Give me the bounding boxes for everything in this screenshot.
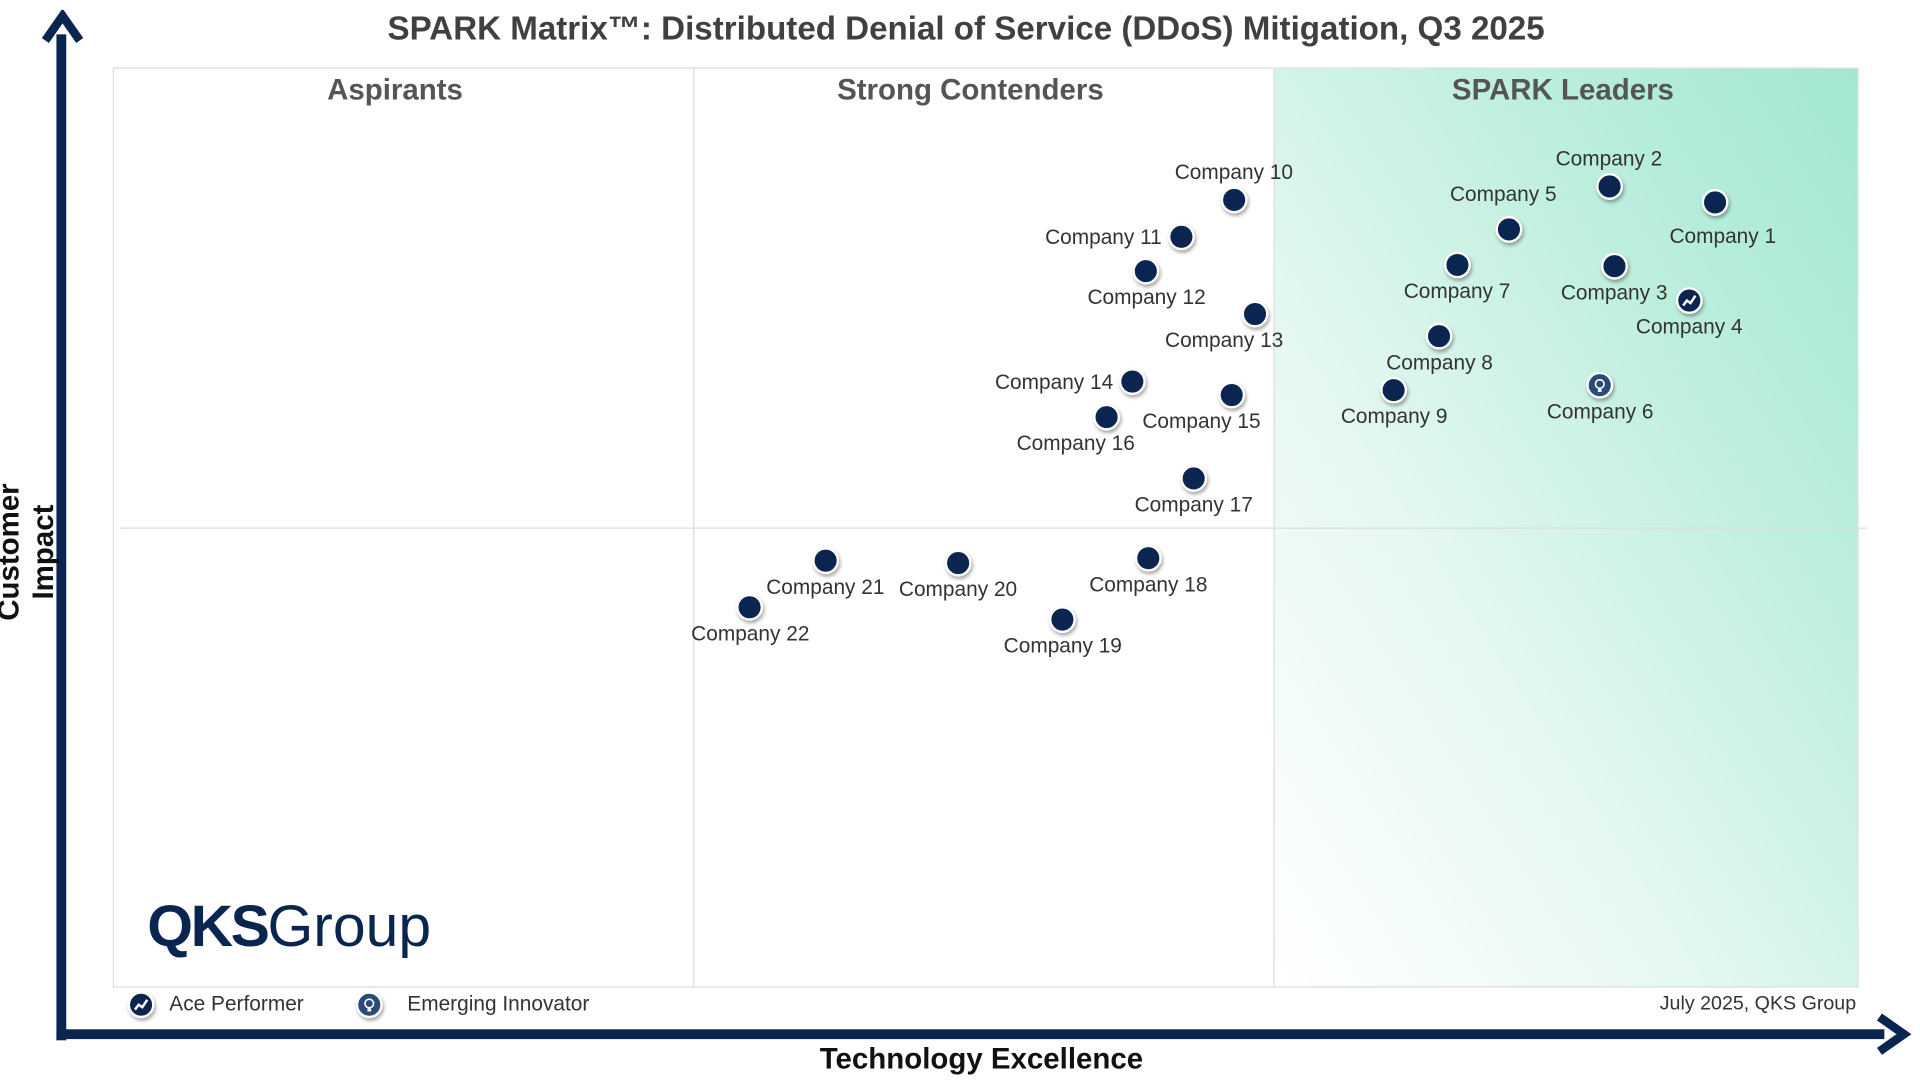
data-point-label: Company 5 (1449, 182, 1557, 207)
data-point (1600, 252, 1628, 280)
data-point-label: Company 18 (1089, 572, 1208, 596)
y-axis-label: Customer Impact (0, 483, 61, 621)
data-point-label: Company 3 (1560, 280, 1668, 305)
data-point (1426, 322, 1454, 350)
x-axis-arrowhead (1876, 1013, 1912, 1055)
data-point-label: Company 21 (766, 575, 885, 599)
data-point-label: Company 13 (1165, 328, 1284, 353)
data-point (1495, 215, 1523, 243)
data-point-label: Company 16 (1016, 431, 1135, 456)
data-point-label: Company 14 (994, 370, 1114, 394)
data-point-label: Company 7 (1403, 280, 1511, 304)
data-point (1675, 286, 1703, 314)
data-point (1595, 172, 1623, 200)
data-point (1218, 381, 1246, 409)
chart-title: SPARK Matrix™: Distributed Denial of Ser… (387, 9, 1545, 47)
y-axis-line (56, 34, 67, 1041)
data-point (1092, 403, 1120, 431)
legend-item-ace-performer: Ace Performer (127, 991, 304, 1019)
data-point-label: Company 20 (898, 578, 1018, 602)
data-point-label: Company 19 (1003, 634, 1122, 658)
data-point (1118, 367, 1146, 395)
data-point (1134, 544, 1162, 572)
quadrant-heading-strong-contenders: Strong Contenders (837, 73, 1104, 107)
data-point (736, 594, 764, 622)
trend-up-icon (127, 991, 155, 1019)
data-point (1586, 371, 1614, 399)
data-point-label: Company 2 (1555, 146, 1663, 171)
quadrant-heading-spark-leaders: SPARK Leaders (1451, 73, 1674, 107)
data-point (1179, 465, 1207, 493)
data-point-label: Company 12 (1087, 285, 1206, 309)
y-axis-arrowhead (41, 9, 84, 43)
data-point-label: Company 11 (1045, 225, 1162, 250)
footer-source: July 2025, QKS Group (1659, 993, 1857, 1015)
leaders-quadrant-background (1273, 68, 1858, 987)
data-point-label: Company 4 (1635, 314, 1743, 339)
x-axis-line (56, 1029, 1885, 1040)
data-point-label: Company 8 (1386, 350, 1493, 375)
data-point-label: Company 6 (1546, 399, 1654, 423)
data-point (1443, 251, 1471, 279)
data-point-label: Company 9 (1340, 405, 1448, 429)
data-point (1380, 376, 1408, 404)
legend-item-emerging-innovator: Emerging Innovator (355, 991, 589, 1019)
data-point (944, 549, 972, 577)
quadrant-divider-horizontal (120, 527, 1868, 529)
data-point (1167, 223, 1195, 251)
data-point (1220, 186, 1248, 214)
x-axis-label: Technology Excellence (819, 1042, 1144, 1076)
data-point (1049, 606, 1077, 634)
data-point-label: Company 15 (1142, 409, 1261, 434)
data-point-label: Company 17 (1134, 493, 1253, 517)
lightbulb-icon (355, 991, 383, 1019)
quadrant-heading-aspirants: Aspirants (327, 73, 463, 107)
data-point-label: Company 22 (691, 622, 810, 646)
data-point-label: Company 10 (1174, 160, 1293, 185)
data-point (1132, 257, 1160, 285)
qks-group-logo: QKSGroup (147, 894, 432, 960)
data-point (811, 547, 839, 575)
data-point (1241, 300, 1269, 328)
data-point-label: Company 1 (1669, 224, 1777, 249)
data-point (1701, 189, 1729, 217)
